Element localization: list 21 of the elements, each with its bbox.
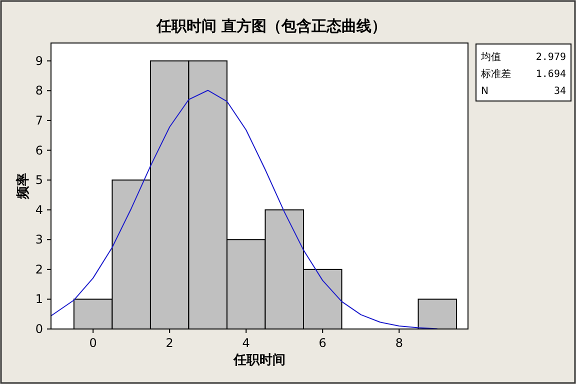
- x-tick-label: 0: [89, 336, 97, 350]
- x-tick-label: 4: [242, 336, 250, 350]
- y-axis-title: 频率: [15, 173, 31, 200]
- x-tick-label: 2: [166, 336, 174, 350]
- y-tick-label: 3: [35, 232, 43, 247]
- annotation: 均值 2.979: [481, 52, 566, 63]
- chart-title: 任职时间 直方图（包含正态曲线）: [155, 17, 387, 35]
- y-tick-label: 8: [35, 84, 43, 98]
- y-tick-label: 4: [35, 202, 43, 217]
- x-tick-label: 6: [318, 336, 326, 350]
- annotation: N 34: [481, 86, 566, 97]
- y-tick-label: 0: [35, 322, 43, 336]
- annotation: 标准差 1.694: [481, 69, 566, 80]
- x-axis-title: 任职时间: [232, 353, 286, 368]
- y-tick-label: 6: [35, 143, 43, 158]
- y-tick-label: 7: [35, 113, 43, 128]
- y-tick-label: 5: [35, 173, 43, 188]
- y-tick-label: 9: [35, 54, 43, 68]
- x-tick-label: 8: [395, 336, 403, 350]
- y-tick-label: 2: [35, 262, 43, 276]
- y-tick-label: 1: [35, 292, 43, 306]
